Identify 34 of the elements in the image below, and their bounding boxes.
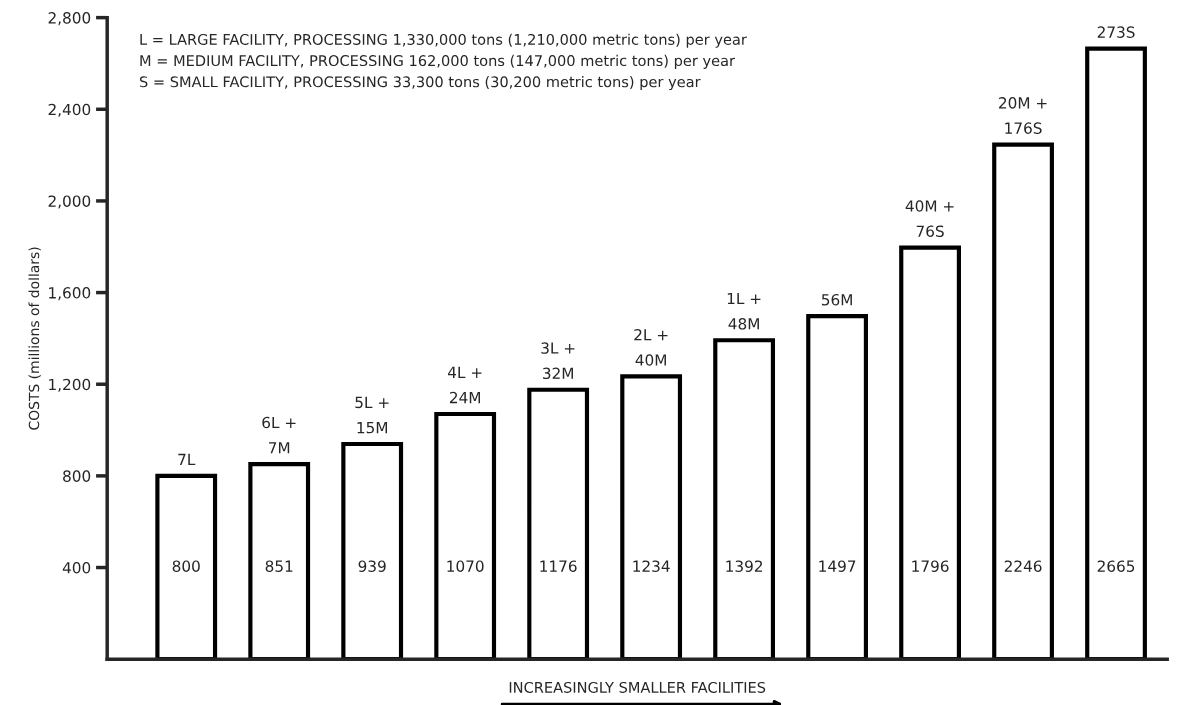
y-tick-label: 1,600 <box>49 287 91 301</box>
x-tick-label: 1L + 48M <box>727 292 761 330</box>
x-tick-label: 4L + 24M <box>447 366 482 404</box>
y-tick-label: 2,000 <box>48 195 91 209</box>
data-label: 1234 <box>633 560 670 572</box>
annotation: S = SMALL FACILITY, PROCESSING 33,300 tons (30,200 metric tons) per year <box>139 76 701 91</box>
x-tick-label: 273S <box>1097 26 1135 38</box>
data-label: 1796 <box>912 560 949 572</box>
x-tick-label: 7L <box>178 453 196 465</box>
y-tick-label: 400 <box>62 561 91 574</box>
x-tick-label: 5L + 15M <box>355 396 389 434</box>
data-label: 800 <box>172 560 200 572</box>
x-tick-label: 20M + 176S <box>999 97 1047 134</box>
data-label: 851 <box>265 560 293 572</box>
y-tick-label: 2,400 <box>48 103 91 117</box>
data-label: 2665 <box>1097 560 1135 572</box>
x-tick-label: 40M + 76S <box>905 200 954 238</box>
x-tick-label: 2L + 40M <box>634 328 668 366</box>
data-label: 1176 <box>540 560 577 572</box>
y-tick-label: 800 <box>63 470 91 482</box>
x-tick-label: 6L + 7M <box>262 416 296 454</box>
data-label: 2246 <box>1004 560 1042 572</box>
x-tick-label: 3L + 32M <box>541 342 575 380</box>
y-tick-label: 1,200 <box>49 378 91 392</box>
y-tick-label: 2,800 <box>48 12 91 26</box>
y-axis-title: COSTS (millions of dollars) <box>28 247 41 430</box>
annotation: M = MEDIUM FACILITY, PROCESSING 162,000 tons (147,000 metric tons) per year <box>140 54 736 69</box>
annotation: L = LARGE FACILITY, PROCESSING 1,330,000 tons (1,210,000 metric tons) per year <box>140 33 747 48</box>
x-tick-label: 56M <box>821 293 852 306</box>
data-label: 1497 <box>819 560 856 572</box>
x-axis-title: INCREASINGLY SMALLER FACILITIES <box>509 681 766 693</box>
data-label: 1392 <box>726 560 763 572</box>
data-label: 1070 <box>447 560 484 572</box>
data-label: 939 <box>358 560 386 572</box>
